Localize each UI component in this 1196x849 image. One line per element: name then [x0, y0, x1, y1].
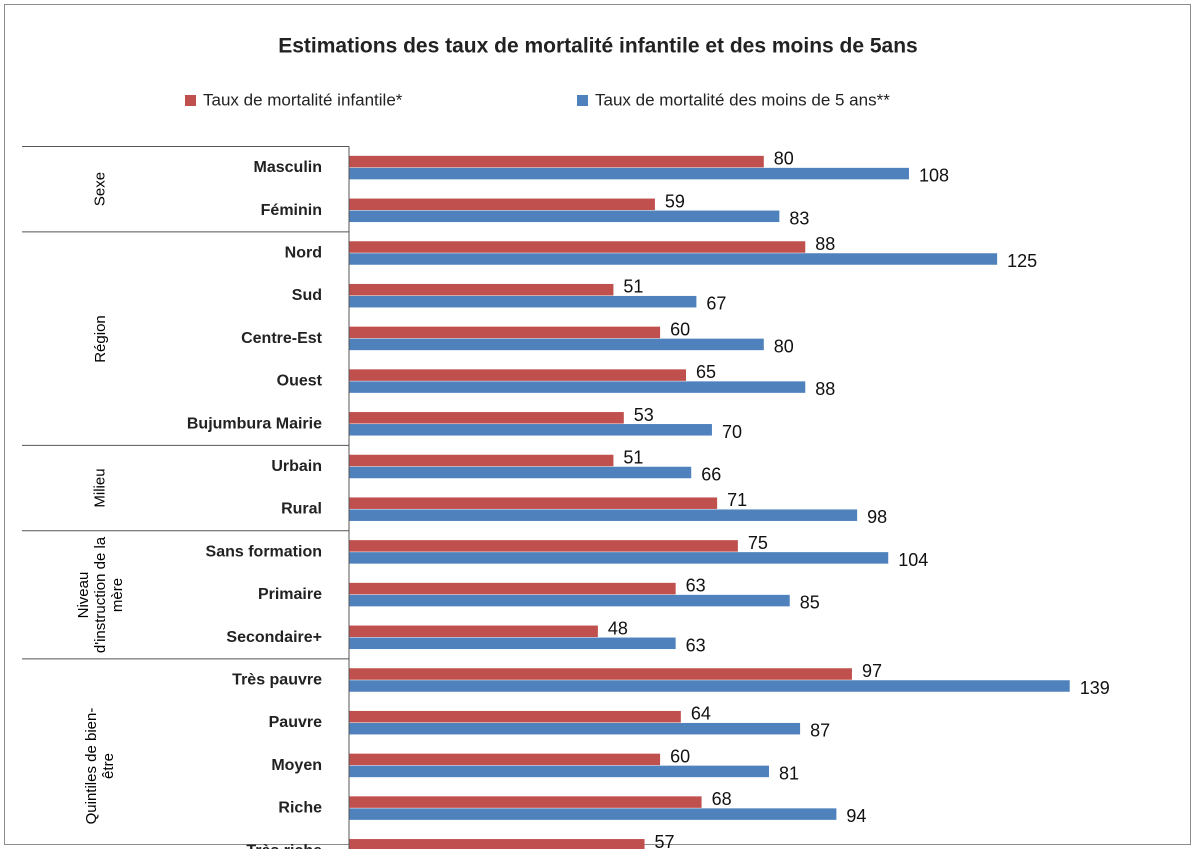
data-label: 125	[1007, 251, 1037, 271]
category-label: Rural	[281, 501, 322, 518]
category-label: Très pauvre	[232, 671, 322, 688]
category-label: Primaire	[258, 586, 322, 603]
bar	[349, 722, 801, 735]
data-label: 67	[706, 294, 726, 314]
category-label: Féminin	[261, 202, 322, 219]
data-label: 98	[867, 507, 887, 527]
data-label: 80	[774, 336, 794, 356]
chart-title: Estimations des taux de mortalité infant…	[278, 35, 918, 58]
category-label: Nord	[285, 244, 322, 261]
data-label: 108	[919, 166, 949, 186]
data-label: 87	[810, 721, 830, 741]
bar	[349, 582, 676, 595]
category-label: Urbain	[271, 458, 322, 475]
bar	[349, 167, 909, 180]
legend-swatch	[577, 95, 588, 106]
group-label: Milieu	[91, 468, 109, 508]
data-label: 88	[815, 379, 835, 399]
data-label: 139	[1080, 678, 1110, 698]
data-label: 71	[727, 490, 747, 510]
bar	[349, 412, 624, 424]
data-label: 68	[712, 789, 732, 809]
bar	[349, 765, 769, 778]
data-label: 81	[779, 763, 799, 783]
bar	[349, 466, 692, 479]
data-label: 48	[608, 618, 628, 638]
bar	[349, 155, 764, 168]
bar	[349, 625, 598, 638]
category-label: Masculin	[254, 159, 322, 176]
bar	[349, 326, 661, 339]
data-label: 65	[696, 362, 716, 382]
bar	[349, 381, 806, 393]
data-label: 57	[655, 832, 675, 849]
bar	[349, 369, 687, 381]
data-label: 51	[623, 448, 643, 468]
data-label: 80	[774, 149, 794, 169]
data-label: 75	[748, 533, 768, 553]
bar	[349, 198, 655, 211]
category-label: Bujumbura Mairie	[187, 415, 322, 432]
bar	[349, 808, 837, 820]
category-label: Pauvre	[269, 714, 322, 731]
category-label: Moyen	[271, 757, 322, 774]
legend-swatch	[185, 95, 196, 106]
legend-label: Taux de mortalité des moins de 5 ans**	[595, 90, 890, 109]
bar	[349, 253, 998, 265]
data-label: 88	[815, 234, 835, 254]
category-label: Sans formation	[206, 543, 322, 560]
bar	[349, 637, 676, 650]
category-label: Centre-Est	[241, 330, 323, 347]
category-label: Très riche	[246, 842, 322, 849]
data-label: 63	[686, 576, 706, 596]
bar	[349, 839, 645, 849]
bar	[349, 338, 764, 351]
data-label: 66	[701, 465, 721, 485]
data-label: 70	[722, 422, 742, 442]
data-label: 53	[634, 405, 654, 425]
data-label: 94	[846, 806, 866, 826]
data-label: 97	[862, 661, 882, 681]
category-label: Riche	[278, 800, 322, 817]
bar	[349, 710, 681, 723]
legend-label: Taux de mortalité infantile*	[203, 90, 403, 109]
data-label: 85	[800, 593, 820, 613]
bar	[349, 552, 889, 564]
group-label: Niveau d'instruction de la mère	[74, 536, 126, 653]
bar	[349, 680, 1070, 692]
bar	[349, 509, 858, 521]
bar	[349, 540, 738, 552]
bar	[349, 424, 712, 436]
data-label: 63	[686, 635, 706, 655]
bar	[349, 283, 614, 296]
bar	[349, 210, 780, 223]
data-label: 59	[665, 191, 685, 211]
group-label: Région	[91, 314, 109, 363]
category-label: Ouest	[277, 373, 323, 390]
data-label: 104	[898, 550, 928, 570]
bar	[349, 497, 718, 509]
bar	[349, 295, 697, 308]
data-label: 83	[789, 208, 809, 228]
data-label: 60	[670, 319, 690, 339]
bar	[349, 753, 661, 766]
group-label: Quintiles de bien-être	[83, 707, 117, 825]
data-label: 60	[670, 746, 690, 766]
group-label: Sexe	[91, 172, 109, 207]
category-label: Sud	[292, 287, 322, 304]
data-label: 64	[691, 704, 711, 724]
bar	[349, 594, 790, 607]
bar	[349, 668, 852, 680]
category-label: Secondaire+	[226, 629, 322, 646]
bar	[349, 454, 614, 467]
data-label: 51	[623, 277, 643, 297]
bar	[349, 241, 806, 253]
bar	[349, 796, 702, 808]
